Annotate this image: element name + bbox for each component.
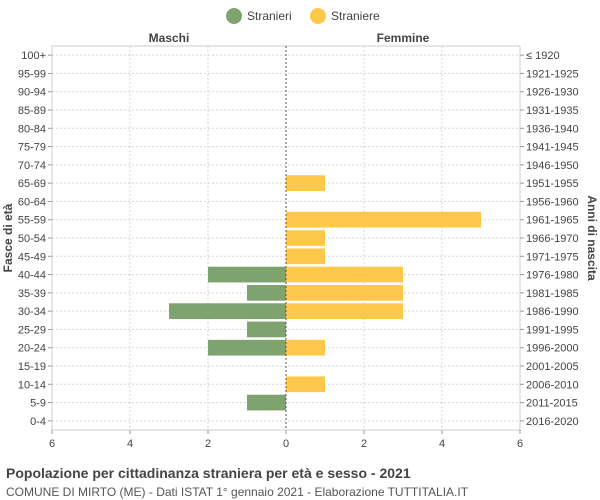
age-label: 0-4 bbox=[30, 416, 46, 428]
birth-year-label: 2006-2010 bbox=[526, 379, 579, 391]
chart-title: Popolazione per cittadinanza straniera p… bbox=[6, 465, 411, 481]
bar-stranieri-20-24 bbox=[208, 339, 286, 356]
legend-swatch-stranieri bbox=[226, 8, 242, 24]
birth-year-label: 1956-1960 bbox=[526, 196, 579, 208]
bar-stranieri-5-9 bbox=[247, 394, 286, 411]
age-label: 70-74 bbox=[18, 160, 46, 172]
bar-straniere-30-34 bbox=[286, 303, 403, 320]
age-label: 90-94 bbox=[18, 87, 46, 99]
birth-year-label: 1991-1995 bbox=[526, 324, 579, 336]
header-femmine: Femmine bbox=[377, 31, 430, 45]
birth-year-label: 1976-1980 bbox=[526, 270, 579, 282]
birth-year-label: 1986-1990 bbox=[526, 306, 579, 318]
bar-stranieri-30-34 bbox=[169, 303, 286, 320]
x-tick-label: 4 bbox=[439, 438, 445, 450]
birth-year-label: 1946-1950 bbox=[526, 160, 579, 172]
birth-year-label: 1941-1945 bbox=[526, 142, 579, 154]
x-tick-label: 6 bbox=[49, 438, 55, 450]
birth-year-label: 2016-2020 bbox=[526, 416, 579, 428]
x-tick-label: 6 bbox=[517, 438, 523, 450]
age-label: 35-39 bbox=[18, 288, 46, 300]
chart-subtitle: COMUNE DI MIRTO (ME) - Dati ISTAT 1° gen… bbox=[6, 485, 469, 499]
header-maschi: Maschi bbox=[149, 31, 190, 45]
y-axis-title-left: Fasce di età bbox=[1, 203, 15, 272]
bar-straniere-55-59 bbox=[286, 211, 481, 228]
age-label: 15-19 bbox=[18, 361, 46, 373]
birth-year-label: 1926-1930 bbox=[526, 87, 579, 99]
age-label: 95-99 bbox=[18, 68, 46, 80]
x-tick-label: 2 bbox=[205, 438, 211, 450]
age-label: 60-64 bbox=[18, 196, 46, 208]
age-label: 45-49 bbox=[18, 251, 46, 263]
birth-year-label: 2011-2015 bbox=[526, 398, 578, 410]
legend-label-stranieri: Stranieri bbox=[247, 9, 292, 23]
age-label: 40-44 bbox=[18, 270, 46, 282]
x-tick-label: 4 bbox=[127, 438, 133, 450]
birth-year-label: 1961-1965 bbox=[526, 215, 579, 227]
age-label: 85-89 bbox=[18, 105, 46, 117]
birth-year-label: ≤ 1920 bbox=[526, 50, 560, 62]
age-label: 50-54 bbox=[18, 233, 46, 245]
birth-year-label: 2001-2005 bbox=[526, 361, 579, 373]
birth-year-label: 1931-1935 bbox=[526, 105, 579, 117]
age-label: 20-24 bbox=[18, 343, 46, 355]
birth-year-label: 1951-1955 bbox=[526, 178, 579, 190]
bar-stranieri-35-39 bbox=[247, 284, 286, 301]
age-label: 10-14 bbox=[18, 379, 46, 391]
bar-stranieri-40-44 bbox=[208, 266, 286, 283]
age-label: 5-9 bbox=[30, 398, 46, 410]
birth-year-label: 1971-1975 bbox=[526, 251, 579, 263]
y-axis-title-right: Anni di nascita bbox=[585, 195, 599, 281]
x-tick-label: 0 bbox=[283, 438, 289, 450]
age-label: 25-29 bbox=[18, 324, 46, 336]
age-label: 80-84 bbox=[18, 123, 46, 135]
bar-stranieri-25-29 bbox=[247, 321, 286, 338]
birth-year-label: 1966-1970 bbox=[526, 233, 579, 245]
birth-year-label: 1996-2000 bbox=[526, 343, 579, 355]
bar-straniere-50-54 bbox=[286, 230, 325, 246]
birth-year-label: 1981-1985 bbox=[526, 288, 579, 300]
age-label: 55-59 bbox=[18, 215, 46, 227]
birth-year-label: 1921-1925 bbox=[526, 68, 579, 80]
bar-straniere-10-14 bbox=[286, 376, 325, 393]
x-tick-label: 2 bbox=[361, 438, 367, 450]
age-label: 65-69 bbox=[18, 178, 46, 190]
bar-straniere-40-44 bbox=[286, 266, 403, 283]
age-label: 100+ bbox=[21, 50, 46, 62]
legend-swatch-straniere bbox=[310, 8, 326, 24]
age-label: 30-34 bbox=[18, 306, 46, 318]
age-label: 75-79 bbox=[18, 142, 46, 154]
bar-straniere-20-24 bbox=[286, 339, 325, 356]
bar-straniere-35-39 bbox=[286, 284, 403, 301]
bar-straniere-45-49 bbox=[286, 248, 325, 265]
legend-label-straniere: Straniere bbox=[331, 9, 380, 23]
birth-year-label: 1936-1940 bbox=[526, 123, 579, 135]
bar-straniere-65-69 bbox=[286, 175, 325, 192]
